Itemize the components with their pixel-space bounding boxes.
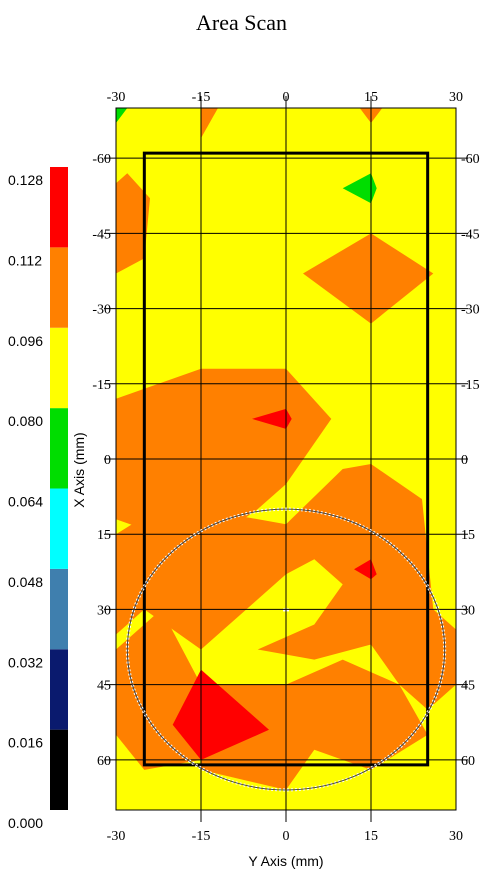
y-tick-label-left: 60 (97, 754, 111, 769)
y-tick-label-left: -15 (92, 378, 111, 393)
colorbar-band (50, 568, 68, 650)
y-tick-label-right: -30 (461, 303, 480, 318)
y-tick-label-left: 15 (97, 528, 111, 543)
colorbar-band (50, 247, 68, 328)
grid-lines (104, 96, 468, 822)
phantom-outline-rectangle (142, 151, 430, 767)
x-tick-label-bottom: 15 (364, 829, 378, 844)
colorbar-tick-label: 0.064 (8, 494, 43, 510)
axis-ticks: -30 -30 -15 -15 0 0 15 15 30 30 -60 -60 -45 -45 -30 -30… (92, 90, 479, 844)
x-tick-label-bottom: -30 (107, 829, 126, 844)
x-tick-label-top: 0 (283, 90, 290, 105)
overlay-shapes (125, 151, 447, 792)
x-tick-label-bottom: -15 (192, 829, 211, 844)
y-tick-label-left: -45 (92, 227, 111, 242)
y-tick-label-right: 0 (461, 453, 468, 468)
colorbar-band (50, 729, 68, 810)
contour-region (172, 669, 269, 760)
colorbar-band (50, 167, 68, 248)
colorbar-tick-label: 0.096 (8, 333, 43, 349)
y-tick-label-right: 45 (461, 679, 475, 694)
y-tick-label-right: 30 (461, 603, 475, 618)
y-tick-label-right: 15 (461, 528, 475, 543)
colorbar-band (50, 408, 68, 489)
colorbar-tick-label: 0.048 (8, 574, 43, 590)
device-outline-circle (126, 508, 446, 791)
y-tick-label-left: 0 (104, 453, 111, 468)
contour-region (201, 108, 218, 139)
colorbar-tick-label: 0.128 (8, 172, 43, 188)
y-axis-label: X Axis (mm) (71, 432, 87, 507)
y-tick-label-right: -15 (461, 378, 480, 393)
x-tick-label-top: -30 (107, 90, 126, 105)
contour-region (116, 108, 128, 123)
colorbar-band (50, 327, 68, 409)
colorbar-tick-label: 0.016 (8, 735, 43, 751)
y-tick-label-left: 30 (97, 603, 111, 618)
y-tick-label-left: -30 (92, 303, 111, 318)
colorbar-tick-label: 0.032 (8, 654, 43, 670)
contour-region (252, 408, 292, 429)
x-tick-label-bottom: 30 (449, 829, 463, 844)
colorbar-ticks: 0.000 0.016 0.032 0.048 0.064 0.080 0.096 0.112… (8, 172, 43, 831)
colorbar-tick-label: 0.000 (8, 815, 43, 831)
y-tick-label-right: 60 (461, 754, 475, 769)
y-tick-label-right: -60 (461, 152, 480, 167)
y-tick-label-left: -60 (92, 152, 111, 167)
x-tick-label-bottom: 0 (283, 829, 290, 844)
contour-region (116, 173, 150, 274)
plot-frame (115, 107, 457, 811)
y-tick-label-right: -45 (461, 227, 480, 242)
x-axis-label: Y Axis (mm) (248, 853, 323, 869)
colorbar-tick-label: 0.112 (8, 252, 42, 268)
chart-title: Area Scan (195, 10, 287, 35)
x-tick-label-top: 30 (449, 90, 463, 105)
contour-region (342, 173, 377, 204)
x-tick-label-top: -15 (192, 90, 211, 105)
colorbar (50, 167, 68, 810)
colorbar-band (50, 649, 68, 730)
colorbar-band (50, 488, 68, 569)
contour-region (303, 233, 434, 324)
colorbar-tick-label: 0.080 (8, 413, 43, 429)
x-tick-label-top: 15 (364, 90, 378, 105)
y-tick-label-left: 45 (97, 679, 111, 694)
